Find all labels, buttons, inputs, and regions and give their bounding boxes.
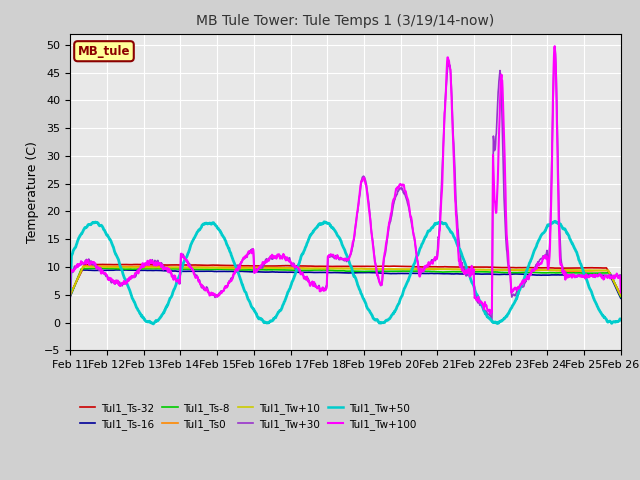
Tul1_Ts0 [312, 265, 319, 271]
Tul1_Tw+50 [380, 320, 388, 325]
Tul1_Ts0 [86, 263, 93, 269]
Tul1_Tw+10 [132, 264, 140, 270]
Tul1_Ts0 [109, 264, 117, 269]
Tul1_Ts-16 [300, 269, 308, 275]
Line: Tul1_Tw+10: Tul1_Tw+10 [70, 267, 621, 296]
Tul1_Tw+100 [551, 43, 559, 49]
Tul1_Ts-8 [95, 265, 102, 271]
Tul1_Ts-32 [312, 264, 319, 269]
Tul1_Ts-8 [380, 268, 388, 274]
Tul1_Tw+10 [617, 293, 625, 299]
Tul1_Ts-16 [312, 270, 319, 276]
Tul1_Tw+100 [109, 278, 117, 284]
Line: Tul1_Ts-32: Tul1_Ts-32 [70, 264, 621, 295]
Tul1_Tw+30 [488, 317, 495, 323]
Line: Tul1_Tw+30: Tul1_Tw+30 [70, 50, 621, 320]
Tul1_Tw+50 [132, 301, 140, 307]
Tul1_Ts-32 [380, 264, 388, 269]
Tul1_Tw+30 [300, 274, 308, 280]
Line: Tul1_Ts-16: Tul1_Ts-16 [70, 270, 621, 298]
Tul1_Ts-16 [380, 270, 388, 276]
Tul1_Tw+30 [380, 260, 387, 266]
Tul1_Tw+50 [322, 219, 330, 225]
Y-axis label: Temperature (C): Temperature (C) [26, 141, 39, 243]
Tul1_Tw+30 [551, 47, 559, 53]
Tul1_Tw+100 [132, 270, 140, 276]
Tul1_Tw+50 [312, 225, 319, 231]
Tul1_Tw+30 [67, 294, 74, 300]
Tul1_Tw+50 [300, 247, 308, 253]
Tul1_Ts0 [617, 293, 625, 299]
Tul1_Ts-32 [322, 264, 330, 269]
Tul1_Tw+50 [617, 317, 625, 323]
Tul1_Ts-32 [300, 263, 308, 269]
Line: Tul1_Ts0: Tul1_Ts0 [70, 266, 621, 296]
Tul1_Ts-16 [67, 293, 74, 299]
Tul1_Ts-16 [617, 295, 625, 301]
Tul1_Ts0 [300, 265, 308, 271]
Tul1_Ts-16 [322, 270, 330, 276]
Tul1_Tw+100 [617, 289, 625, 295]
Tul1_Tw+100 [486, 311, 494, 317]
Tul1_Ts0 [67, 291, 74, 297]
Tul1_Tw+10 [67, 292, 74, 298]
Tul1_Tw+10 [322, 266, 330, 272]
Tul1_Ts0 [322, 265, 330, 271]
Tul1_Ts-8 [67, 293, 74, 299]
Tul1_Tw+30 [617, 284, 625, 290]
Tul1_Tw+10 [380, 266, 388, 272]
Tul1_Ts-32 [109, 262, 117, 267]
Tul1_Tw+50 [67, 286, 74, 292]
Tul1_Ts-8 [322, 267, 330, 273]
Tul1_Tw+30 [132, 274, 140, 279]
Tul1_Ts-32 [98, 262, 106, 267]
Line: Tul1_Tw+100: Tul1_Tw+100 [70, 46, 621, 314]
Title: MB Tule Tower: Tule Temps 1 (3/19/14-now): MB Tule Tower: Tule Temps 1 (3/19/14-now… [196, 14, 495, 28]
Tul1_Ts-8 [300, 267, 308, 273]
Line: Tul1_Tw+50: Tul1_Tw+50 [70, 221, 621, 324]
Tul1_Ts0 [380, 266, 388, 272]
Tul1_Ts-8 [617, 294, 625, 300]
Tul1_Tw+100 [380, 257, 387, 263]
Line: Tul1_Ts-8: Tul1_Ts-8 [70, 268, 621, 297]
Tul1_Ts-8 [132, 266, 140, 272]
Tul1_Tw+10 [312, 266, 319, 272]
Tul1_Ts-16 [109, 267, 117, 273]
Tul1_Ts-8 [312, 267, 319, 273]
Tul1_Tw+100 [67, 284, 74, 290]
Tul1_Tw+100 [300, 276, 308, 281]
Text: MB_tule: MB_tule [77, 45, 130, 58]
Tul1_Tw+30 [312, 281, 319, 287]
Tul1_Tw+10 [81, 264, 89, 270]
Tul1_Ts-32 [617, 292, 625, 298]
Tul1_Tw+10 [300, 266, 308, 272]
Tul1_Tw+10 [109, 264, 117, 270]
Tul1_Tw+30 [109, 277, 117, 283]
Tul1_Ts-8 [109, 266, 117, 272]
Tul1_Ts-16 [132, 267, 140, 273]
Tul1_Ts-32 [132, 262, 140, 267]
Tul1_Tw+50 [150, 321, 157, 327]
Tul1_Tw+50 [109, 244, 117, 250]
Tul1_Ts0 [132, 264, 140, 269]
Tul1_Tw+100 [321, 287, 329, 292]
Tul1_Tw+50 [552, 218, 559, 224]
Tul1_Ts-16 [115, 267, 122, 273]
Tul1_Tw+30 [321, 286, 329, 291]
Tul1_Ts-32 [67, 291, 74, 297]
Legend: Tul1_Ts-32, Tul1_Ts-16, Tul1_Ts-8, Tul1_Ts0, Tul1_Tw+10, Tul1_Tw+30, Tul1_Tw+50,: Tul1_Ts-32, Tul1_Ts-16, Tul1_Ts-8, Tul1_… [76, 398, 420, 434]
Tul1_Tw+100 [312, 284, 319, 289]
